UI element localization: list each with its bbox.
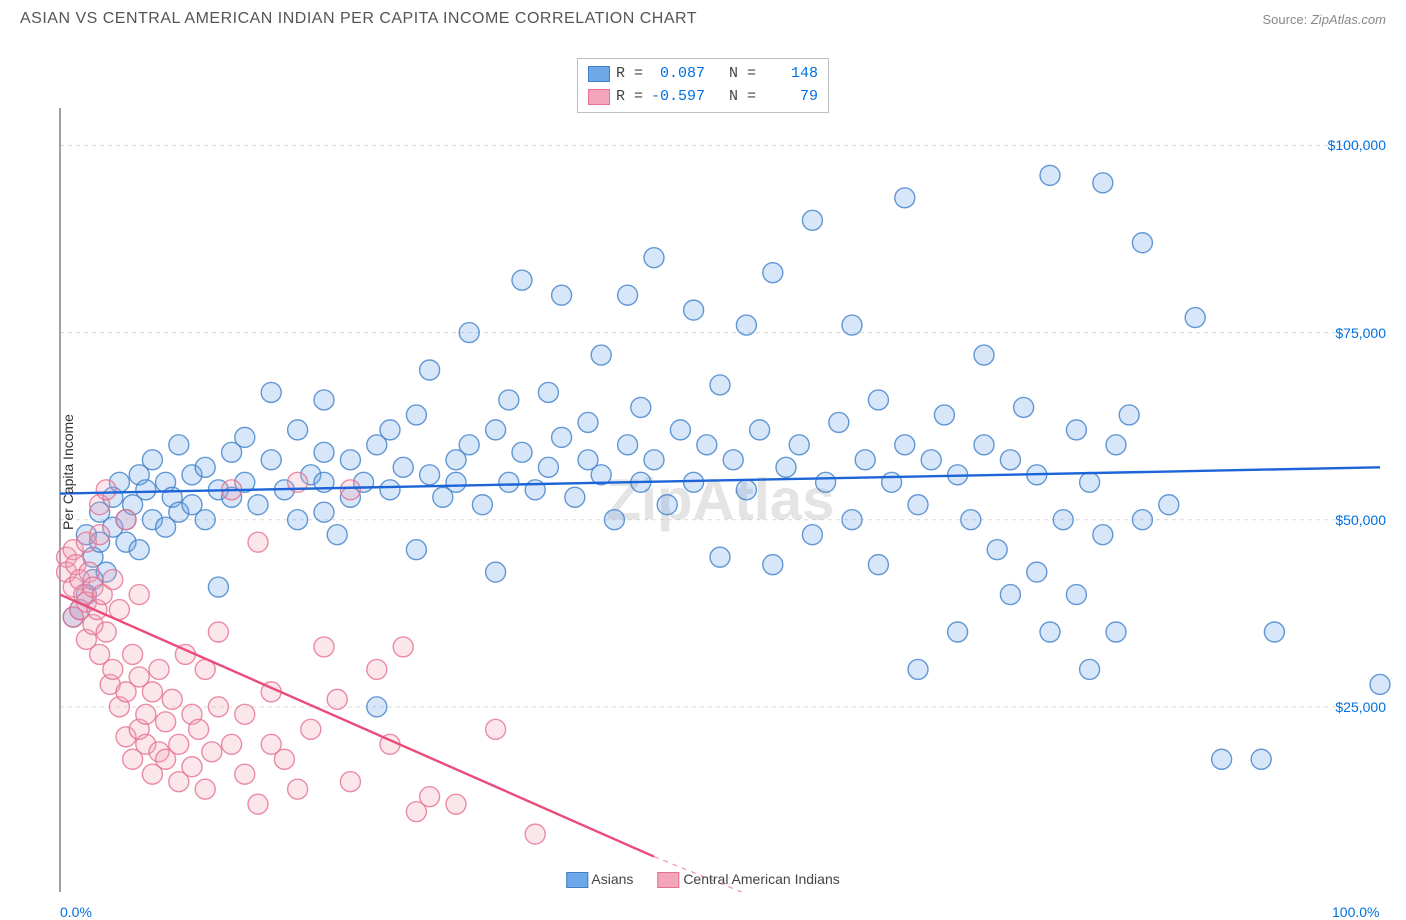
legend-item-cai: Central American Indians: [657, 871, 839, 888]
swatch-cai: [588, 89, 610, 105]
y-axis-label: Per Capita Income: [60, 414, 76, 530]
source-link[interactable]: ZipAtlas.com: [1311, 12, 1386, 27]
legend: Asians Central American Indians: [566, 871, 839, 888]
source-attribution: Source: ZipAtlas.com: [1262, 12, 1386, 27]
x-tick-label: 0.0%: [60, 904, 92, 920]
n-label: N =: [729, 63, 756, 86]
y-tick-label: $25,000: [1335, 699, 1386, 715]
n-value-asians: 148: [762, 63, 818, 86]
y-tick-label: $50,000: [1335, 512, 1386, 528]
legend-swatch-cai: [657, 872, 679, 888]
r-value-cai: -0.597: [649, 86, 705, 109]
chart-title: ASIAN VS CENTRAL AMERICAN INDIAN PER CAP…: [20, 10, 697, 28]
correlation-stats-box: R = 0.087 N = 148 R = -0.597 N = 79: [577, 58, 829, 113]
legend-item-asians: Asians: [566, 871, 633, 888]
chart-area: Per Capita Income ZipAtlas: [0, 52, 1406, 892]
scatter-chart: ZipAtlas: [0, 52, 1406, 892]
swatch-asians: [588, 66, 610, 82]
stats-row-asians: R = 0.087 N = 148: [588, 63, 818, 86]
r-label: R =: [616, 86, 643, 109]
legend-swatch-asians: [566, 872, 588, 888]
r-label: R =: [616, 63, 643, 86]
stats-row-cai: R = -0.597 N = 79: [588, 86, 818, 109]
r-value-asians: 0.087: [649, 63, 705, 86]
n-label: N =: [729, 86, 756, 109]
y-tick-label: $75,000: [1335, 325, 1386, 341]
legend-label-asians: Asians: [591, 871, 633, 887]
n-value-cai: 79: [762, 86, 818, 109]
y-tick-label: $100,000: [1328, 137, 1386, 153]
source-prefix: Source:: [1262, 12, 1310, 27]
legend-label-cai: Central American Indians: [683, 871, 839, 887]
x-tick-label: 100.0%: [1332, 904, 1379, 920]
